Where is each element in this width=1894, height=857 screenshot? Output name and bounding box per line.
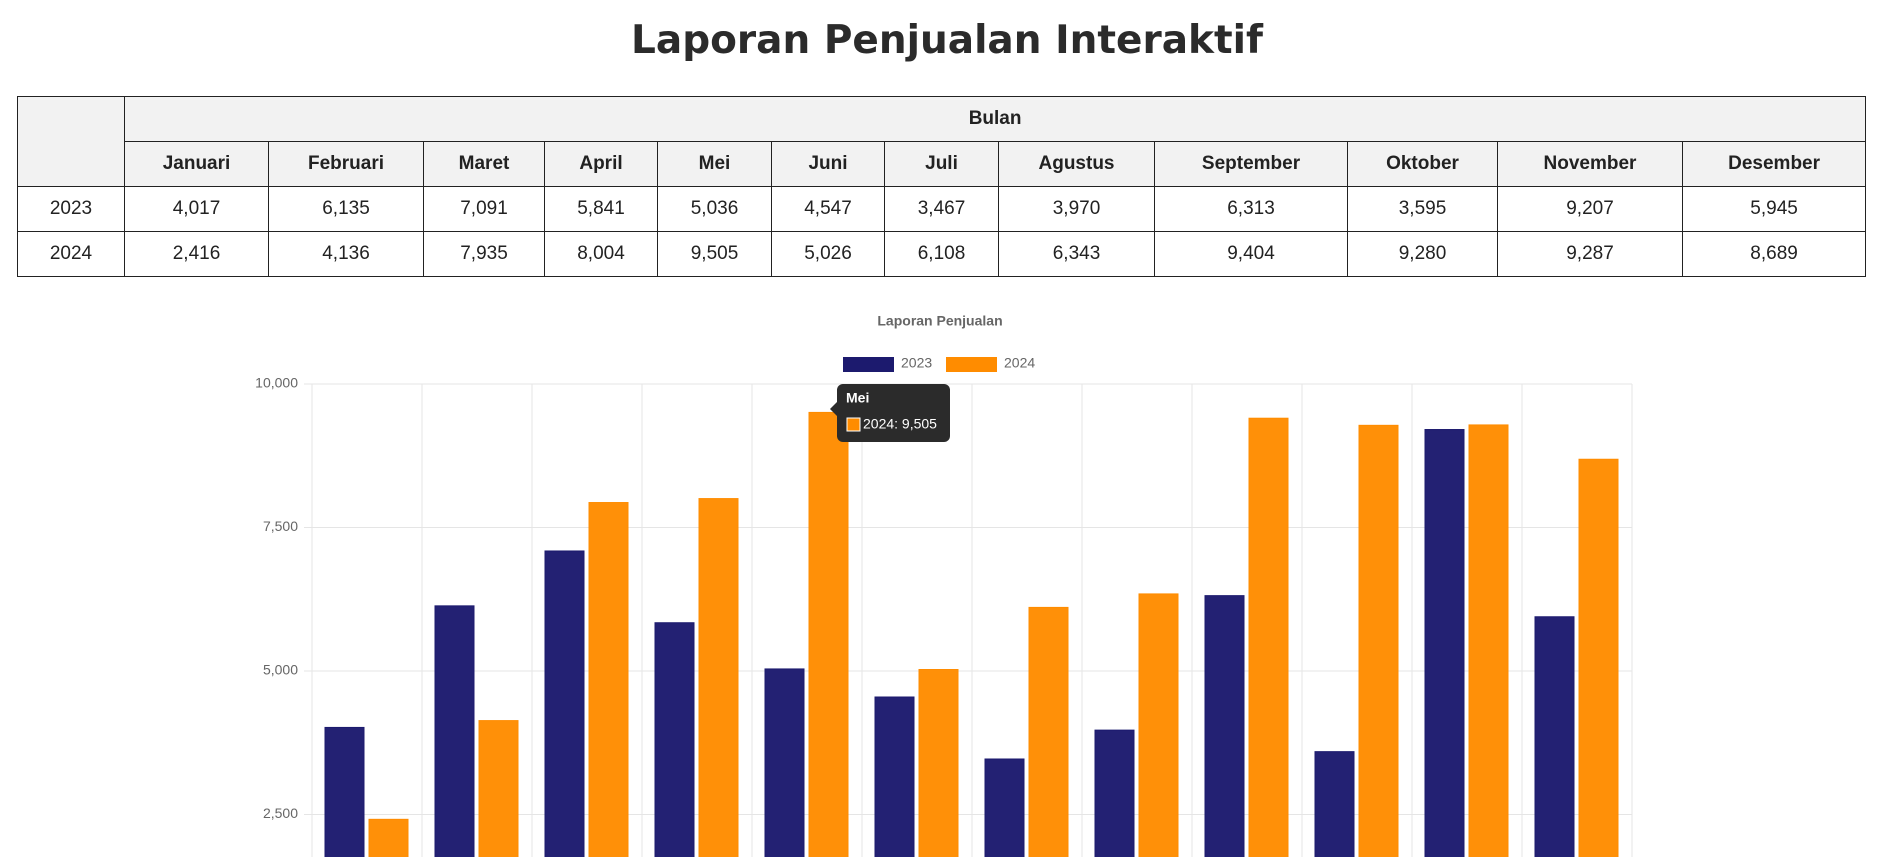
column-header: Maret [423, 141, 545, 187]
cell: 5,026 [771, 231, 885, 277]
cell: 3,595 [1347, 186, 1498, 232]
bar [588, 502, 629, 857]
tooltip-caret [830, 402, 837, 416]
legend-swatch [843, 357, 894, 372]
column-header: Oktober [1347, 141, 1498, 187]
bar [764, 668, 805, 857]
cell: 9,404 [1154, 231, 1348, 277]
cell: 9,280 [1347, 231, 1498, 277]
table-row: 2023 4,017 6,135 7,091 5,841 5,036 4,547 3,467 3… [17, 186, 1867, 232]
bar [1534, 616, 1575, 857]
column-header: Juli [884, 141, 999, 187]
column-header: April [544, 141, 658, 187]
cell: 6,108 [884, 231, 999, 277]
bar [434, 605, 475, 857]
legend-label: 2024 [1004, 355, 1035, 371]
group-header: Bulan [123, 96, 1867, 142]
bar [808, 411, 849, 857]
bar [368, 818, 409, 857]
y-tick-label: 5,000 [263, 662, 298, 678]
bar [698, 498, 739, 857]
cell: 7,091 [423, 186, 545, 232]
table-row: 2024 2,416 4,136 7,935 8,004 9,505 5,026 6,108 6… [17, 231, 1867, 277]
cell: 2,416 [124, 231, 269, 277]
column-header: Februari [268, 141, 424, 187]
cell: 3,467 [884, 186, 999, 232]
column-header: Januari [124, 141, 269, 187]
cell: 8,004 [544, 231, 658, 277]
cell: 9,287 [1497, 231, 1683, 277]
column-header: Mei [657, 141, 772, 187]
bar [1028, 606, 1069, 857]
row-label: 2023 [17, 186, 125, 232]
tooltip: Mei 2024: 9,505 [830, 384, 950, 442]
bar [918, 669, 959, 857]
bar [1314, 751, 1355, 857]
y-tick-label: 2,500 [263, 805, 298, 821]
y-tick-label: 10,000 [255, 375, 298, 391]
row-label: 2024 [17, 231, 125, 277]
cell: 3,970 [998, 186, 1155, 232]
bar [1578, 458, 1619, 857]
tooltip-title: Mei [846, 390, 869, 406]
y-tick-label: 7,500 [263, 518, 298, 534]
sales-table: Bulan Januari Februari Maret April Mei Juni Ju… [17, 96, 1867, 277]
bar [1424, 429, 1465, 857]
bar [984, 758, 1025, 857]
bar [324, 726, 365, 857]
bar [1094, 729, 1135, 857]
bar [1204, 595, 1245, 857]
bar [544, 550, 585, 857]
tooltip-swatch [846, 417, 861, 432]
cell: 6,313 [1154, 186, 1348, 232]
page-title: Laporan Penjualan Interaktif [631, 18, 1263, 63]
legend-label: 2023 [901, 355, 932, 371]
cell: 5,841 [544, 186, 658, 232]
column-header: September [1154, 141, 1348, 187]
cell: 5,945 [1681, 186, 1867, 232]
cell: 8,689 [1681, 231, 1867, 277]
legend-swatch [946, 357, 997, 372]
cell: 6,343 [998, 231, 1155, 277]
cell: 4,547 [771, 186, 885, 232]
cell: 7,935 [423, 231, 545, 277]
cell: 9,505 [657, 231, 772, 277]
tooltip-box [837, 384, 950, 442]
cell: 5,036 [657, 186, 772, 232]
cell: 6,135 [268, 186, 424, 232]
cell: 4,017 [124, 186, 269, 232]
bar [1358, 424, 1399, 857]
corner-cell [17, 96, 125, 187]
column-header: Juni [771, 141, 885, 187]
bar [1468, 424, 1509, 857]
cell: 9,207 [1497, 186, 1683, 232]
chart-title: Laporan Penjualan [877, 313, 1002, 329]
tooltip-label: 2024: 9,505 [863, 416, 937, 432]
bar [654, 622, 695, 857]
column-header: Agustus [998, 141, 1155, 187]
bar [1248, 417, 1289, 857]
column-header: November [1497, 141, 1683, 187]
cell: 4,136 [268, 231, 424, 277]
column-header: Desember [1681, 141, 1867, 187]
bar [478, 720, 519, 857]
bar [874, 696, 915, 857]
bar [1138, 593, 1179, 857]
